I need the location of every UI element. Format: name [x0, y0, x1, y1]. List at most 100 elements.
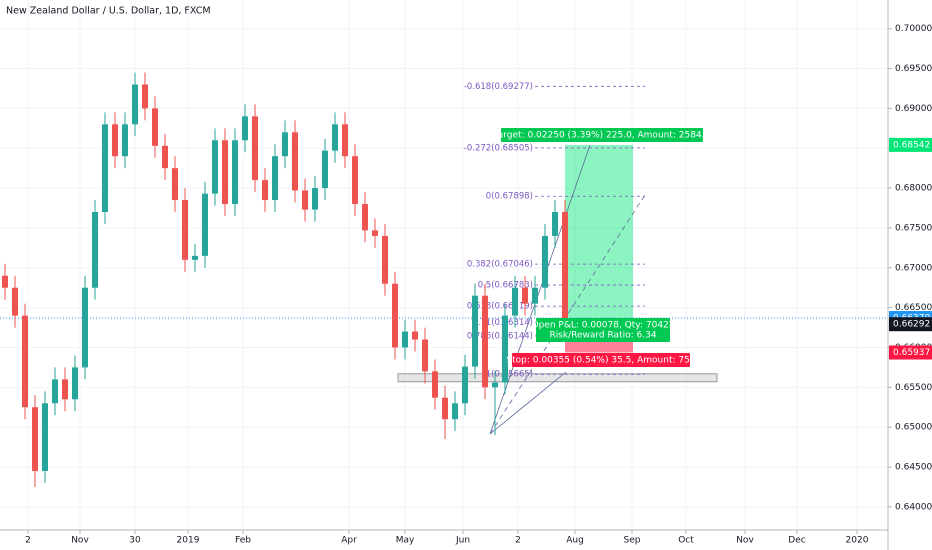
candle-body	[362, 204, 368, 231]
y-tick-label: 0.69500	[895, 64, 932, 74]
candle-body	[472, 295, 478, 367]
candle-body	[152, 108, 158, 146]
y-tick-label: 0.64500	[895, 463, 932, 473]
y-tick-label: 0.64000	[895, 502, 932, 512]
label-box	[501, 128, 703, 142]
x-tick-label: Jun	[455, 536, 470, 546]
candle-body	[332, 124, 338, 151]
candle-body	[442, 397, 448, 420]
y-tick-label: 0.67000	[895, 263, 932, 273]
y-tick-label: 0.69000	[895, 104, 932, 114]
price-tag-label: 0.65937	[893, 348, 930, 358]
candle-body	[292, 132, 298, 191]
candle-body	[552, 212, 558, 236]
candle-body	[72, 367, 78, 400]
y-tick-label: 0.67500	[895, 223, 932, 233]
x-tick-label: Apr	[341, 536, 357, 546]
candle-body	[222, 140, 228, 205]
candle-body	[242, 116, 248, 141]
fib-label: -0.618(0.69277)	[464, 82, 533, 92]
price-tag-label: 0.66292	[893, 320, 930, 330]
candle-body	[502, 315, 508, 383]
candle-body	[42, 403, 48, 472]
zone	[397, 373, 718, 383]
x-tick-label: 2019	[177, 536, 200, 546]
x-tick-label: 2	[515, 536, 521, 546]
fib-label: 0.382(0.67046)	[467, 260, 533, 270]
candle-body	[412, 331, 418, 340]
candle-body	[12, 287, 18, 316]
candle-body	[62, 379, 68, 400]
candle-body	[112, 124, 118, 157]
fib-label: -0.272(0.68505)	[464, 143, 533, 153]
position-label: Target: 0.02250 (3.39%) 225.0, Amount: 2…	[493, 131, 711, 141]
fib-label: 0.5(0.66783)	[478, 281, 533, 291]
chart-title: New Zealand Dollar / U.S. Dollar, 1D, FX…	[6, 6, 211, 17]
candle-body	[142, 84, 148, 109]
candle-body	[322, 150, 328, 189]
candle-body	[402, 331, 408, 348]
candle-body	[302, 190, 308, 210]
x-tick-label: Nov	[71, 536, 89, 546]
candle-body	[452, 403, 458, 420]
candle-body	[202, 193, 208, 256]
candle-body	[382, 235, 388, 284]
x-tick-label: Feb	[235, 536, 251, 546]
candle-body	[52, 379, 58, 404]
position-label: Stop: 0.00355 (0.54%) 35.5, Amount: 750	[506, 356, 695, 366]
position-label: Open P&L: 0.00078, Qty: 70422	[532, 321, 675, 331]
position-label: Risk/Reward Ratio: 6.34	[549, 331, 656, 341]
candle-body	[272, 156, 278, 201]
candle-body	[392, 283, 398, 348]
candle-body	[102, 124, 108, 212]
candle-body	[122, 124, 128, 157]
price-tag	[889, 317, 932, 332]
candle-body	[252, 116, 258, 181]
candle-body	[342, 124, 348, 157]
fib-label: 1(0.65665)	[486, 370, 533, 380]
candle-body	[512, 287, 518, 316]
y-tick-label: 0.68000	[895, 184, 932, 194]
candle-body	[172, 168, 178, 201]
candle-body	[282, 132, 288, 157]
y-tick-label: 0.66500	[895, 303, 932, 313]
x-tick-label: Sep	[624, 536, 641, 546]
candle-body	[532, 287, 538, 304]
candle-body	[92, 212, 98, 288]
candle-body	[132, 84, 138, 125]
candle-body	[562, 212, 568, 318]
x-tick-label: Oct	[678, 536, 694, 546]
candle-body	[422, 339, 428, 372]
candle-body	[262, 180, 268, 201]
candle-body	[462, 366, 468, 404]
x-tick-label: 30	[129, 536, 141, 546]
candle-body	[432, 371, 438, 398]
trend-line	[489, 371, 567, 435]
label-box	[536, 318, 670, 342]
fib-label: 0.786(0.66144)	[467, 332, 533, 342]
candle-body	[312, 188, 318, 210]
price-tag	[889, 137, 932, 152]
target-area	[565, 144, 633, 325]
y-tick-label: 0.65500	[895, 383, 932, 393]
trend-line	[489, 194, 646, 435]
candle-body	[542, 235, 548, 288]
x-tick-label: Nov	[736, 536, 754, 546]
candle-body	[232, 140, 238, 205]
trend-line	[489, 144, 591, 435]
x-tick-label: Dec	[788, 536, 805, 546]
x-tick-label: 2020	[846, 536, 869, 546]
fib-label: 0(0.67898)	[486, 192, 533, 202]
candle-body	[352, 156, 358, 205]
candle-body	[182, 200, 188, 260]
candle-body	[522, 287, 528, 304]
price-tag	[889, 345, 932, 360]
candle-body	[2, 275, 8, 288]
candle-body	[372, 230, 378, 236]
candle-body	[492, 382, 498, 388]
y-tick-label: 0.65000	[895, 423, 932, 433]
x-tick-label: Aug	[566, 536, 584, 546]
candle-body	[32, 407, 38, 472]
